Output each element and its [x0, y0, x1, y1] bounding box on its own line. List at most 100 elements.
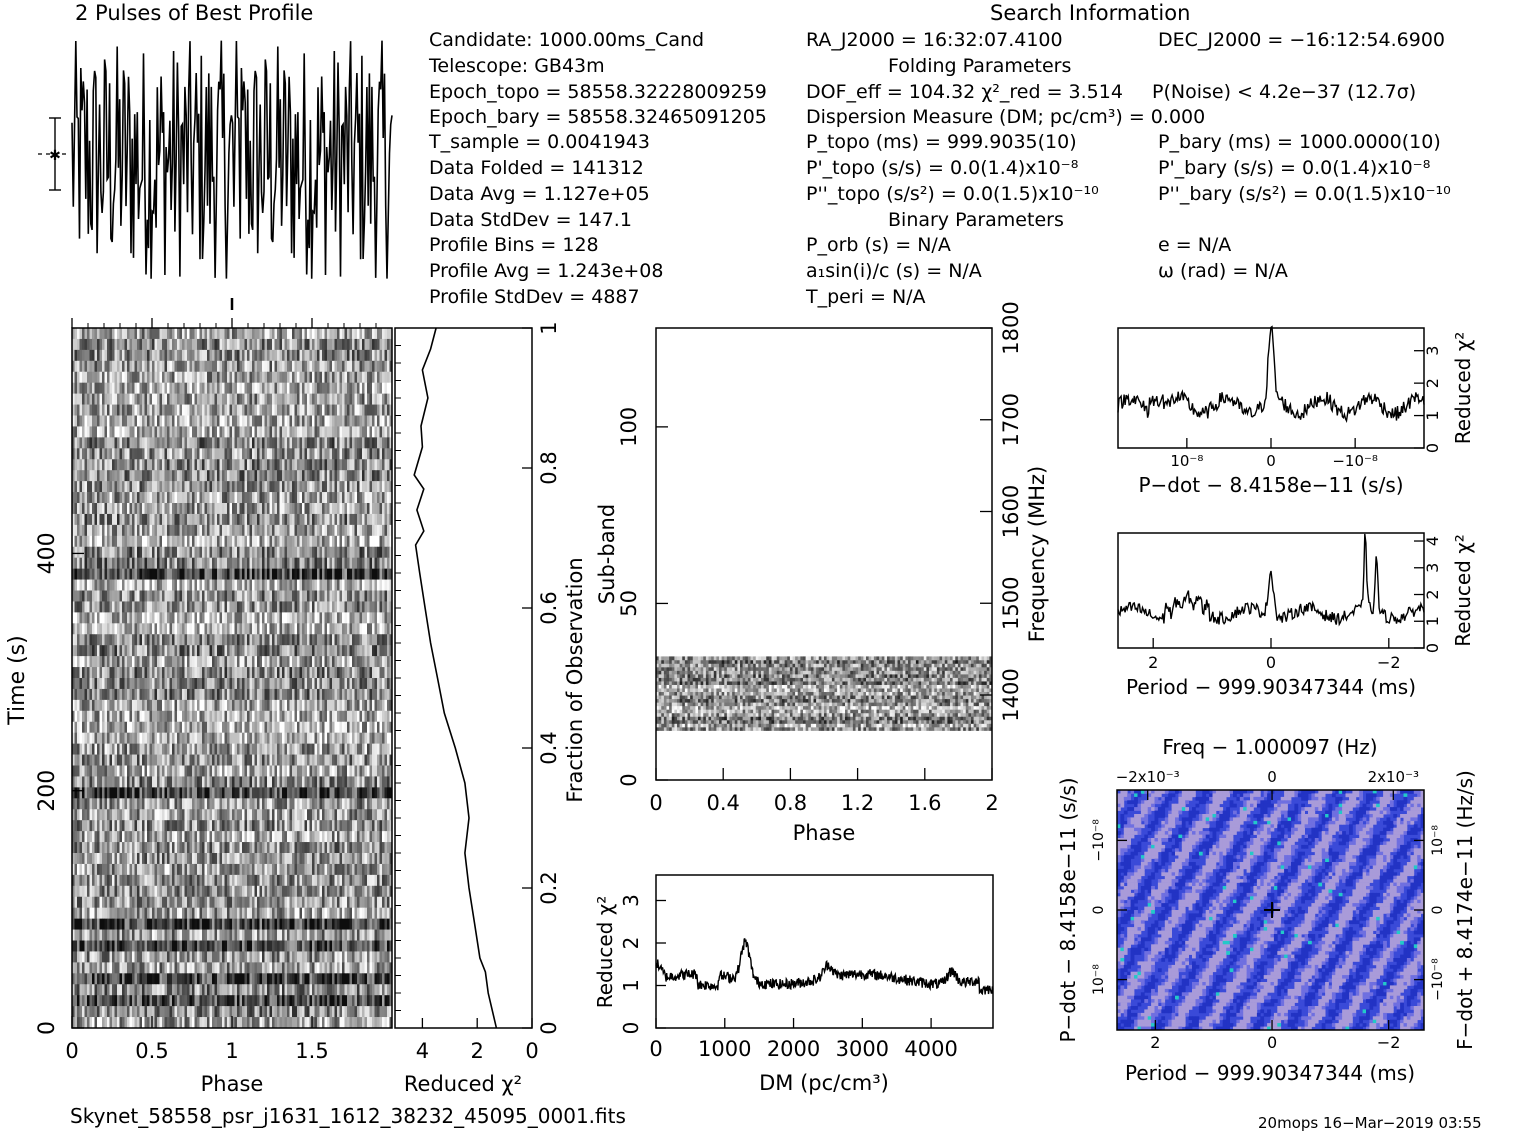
heatmap-cell: [317, 732, 320, 744]
heatmap-cell: [294, 503, 298, 515]
heatmap-cell: [202, 382, 205, 394]
heatmap-cell: [149, 393, 153, 405]
heatmap-cell: [279, 678, 283, 690]
heatmap-cell: [157, 557, 160, 569]
heatmap-cell: [342, 557, 345, 569]
heatmap-cell: [342, 328, 345, 340]
heatmap-cell: [102, 634, 105, 646]
heatmap-cell: [217, 678, 220, 690]
heatmap-cell: [234, 667, 238, 679]
heatmap-cell: [329, 579, 333, 591]
heatmap-cell: [282, 623, 285, 635]
heatmap-cell: [132, 546, 135, 558]
heatmap-cell: [207, 634, 210, 646]
heatmap-cell: [314, 612, 318, 624]
heatmap-cell: [309, 492, 313, 504]
heatmap-cell: [222, 338, 225, 351]
heatmap-cell: [142, 568, 145, 580]
heatmap-cell: [229, 513, 233, 526]
heatmap-cell: [107, 338, 110, 351]
heatmap-cell: [237, 382, 240, 394]
heatmap-cell: [114, 360, 118, 373]
heatmap-cell: [272, 667, 275, 679]
heatmap-cell: [244, 382, 248, 394]
heatmap-cell: [334, 732, 338, 744]
heatmap-cell: [367, 601, 370, 613]
heatmap-cell: [99, 437, 103, 449]
heatmap-cell: [272, 623, 275, 635]
heatmap-cell: [269, 688, 273, 701]
heatmap-cell: [162, 656, 165, 668]
heatmap-cell: [202, 699, 205, 712]
heatmap-cell: [214, 393, 218, 405]
heatmap-cell: [349, 415, 353, 427]
heatmap-cell: [124, 503, 128, 515]
heatmap-cell: [129, 503, 133, 515]
heatmap-cell: [307, 710, 310, 723]
heatmap-cell: [117, 426, 120, 438]
heatmap-cell: [109, 371, 113, 383]
heatmap-cell: [217, 404, 220, 416]
heatmap-cell: [199, 470, 203, 482]
heatmap-cell: [277, 459, 280, 471]
heatmap-cell: [127, 721, 130, 733]
heatmap-cell: [312, 524, 315, 537]
heatmap-cell: [199, 503, 203, 515]
heatmap-cell: [384, 404, 388, 416]
heatmap-cell: [92, 601, 95, 613]
heatmap-cell: [299, 557, 303, 569]
heatmap-cell: [384, 470, 388, 482]
heatmap-cell: [377, 513, 380, 526]
heatmap-cell: [294, 437, 298, 449]
heatmap-cell: [327, 448, 330, 460]
heatmap-cell: [157, 448, 160, 460]
info-left-line: Epoch_topo = 58558.32228009259: [429, 81, 767, 103]
heatmap-cell: [219, 634, 223, 646]
heatmap-cell: [277, 623, 280, 635]
heatmap-cell: [74, 579, 78, 591]
heatmap-cell: [269, 634, 273, 646]
heatmap-cell: [194, 579, 198, 591]
heatmap-cell: [302, 513, 305, 526]
heatmap-cell: [229, 612, 233, 624]
heatmap-cell: [157, 710, 160, 723]
heatmap-cell: [137, 360, 140, 373]
heatmap-cell: [199, 492, 203, 504]
heatmap-cell: [147, 568, 150, 580]
heatmap-cell: [239, 470, 243, 482]
heatmap-cell: [287, 656, 290, 668]
heatmap-cell: [154, 470, 158, 482]
heatmap-cell: [149, 601, 153, 613]
heatmap-cell: [139, 557, 143, 569]
heatmap-cell: [367, 328, 370, 340]
heatmap-cell: [277, 328, 280, 340]
heatmap-cell: [94, 524, 98, 537]
heatmap-cell: [87, 404, 90, 416]
heatmap-cell: [347, 371, 350, 383]
heatmap-cell: [259, 579, 263, 591]
heatmap-cell: [194, 393, 198, 405]
heatmap-cell: [74, 481, 78, 493]
heatmap-cell: [122, 360, 125, 373]
heatmap-cell: [157, 590, 160, 602]
heatmap-cell: [332, 524, 335, 537]
heatmap-cell: [219, 623, 223, 635]
heatmap-cell: [104, 382, 108, 394]
heatmap-cell: [272, 568, 275, 580]
heatmap-cell: [359, 601, 363, 613]
heatmap-cell: [287, 699, 290, 712]
heatmap-cell: [372, 382, 375, 394]
heatmap-cell: [82, 349, 85, 362]
heatmap-cell: [102, 481, 105, 493]
heatmap-cell: [254, 568, 258, 580]
heatmap-cell: [254, 426, 258, 438]
heatmap-cell: [127, 612, 130, 624]
heatmap-cell: [359, 404, 363, 416]
heatmap-cell: [177, 382, 180, 394]
heatmap-cell: [139, 743, 143, 755]
heatmap-cell: [354, 721, 358, 733]
heatmap-cell: [339, 557, 343, 569]
heatmap-cell: [172, 448, 175, 460]
heatmap-cell: [142, 601, 145, 613]
heatmap-cell: [207, 557, 210, 569]
